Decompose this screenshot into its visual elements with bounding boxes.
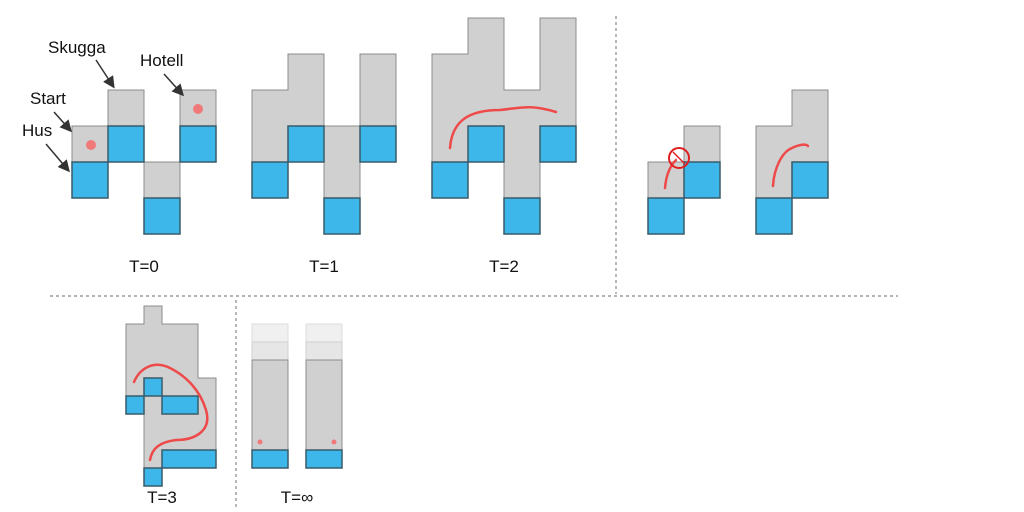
panel-t0: Skugga Hotell Start Hus T=0 (22, 38, 217, 276)
panel-t2: T=2 (431, 17, 577, 276)
shadow-block (107, 89, 145, 127)
hotel-marker (193, 104, 203, 114)
no-entry-icon (668, 147, 690, 169)
house-block (359, 125, 397, 163)
example-blocked (647, 125, 721, 235)
house-block (161, 395, 199, 415)
shadow-fade-block (305, 341, 343, 361)
panel-label-t0: T=0 (129, 257, 159, 276)
shadow-column (305, 359, 343, 451)
house-block (251, 449, 289, 469)
house-block (287, 125, 325, 163)
house-block (143, 377, 163, 397)
panel-label-t3: T=3 (147, 488, 177, 507)
house-block (539, 125, 577, 163)
callout-hus: Hus (22, 121, 52, 140)
house-block (161, 449, 217, 469)
walk-path (132, 363, 209, 462)
panel-label-tinf: T=∞ (281, 488, 313, 507)
house-block (305, 449, 343, 469)
house-block (107, 125, 145, 163)
house-block (431, 161, 469, 199)
walk-path (771, 143, 810, 188)
hotel-marker (331, 439, 337, 445)
house-block (143, 467, 163, 487)
panel-t3: T=3 (125, 305, 217, 507)
shadow-block (143, 161, 181, 199)
walk-path (448, 106, 558, 150)
example-allowed (755, 89, 829, 235)
panel-tinf: T=∞ (251, 323, 343, 507)
callout-arrow (95, 59, 115, 89)
house-block (125, 395, 145, 415)
house-block (143, 197, 181, 235)
callout-skugga: Skugga (48, 38, 106, 57)
house-block (755, 197, 793, 235)
shadow-fade-block (251, 341, 289, 361)
callout-arrow (53, 111, 72, 133)
panel-label-t2: T=2 (489, 257, 519, 276)
house-block (647, 197, 685, 235)
shadow-column (251, 359, 289, 451)
house-block (179, 125, 217, 163)
start-marker (86, 140, 96, 150)
house-block (251, 161, 289, 199)
house-block (791, 161, 829, 199)
shadow-region (125, 305, 217, 469)
start-marker (257, 439, 263, 445)
panel-t1: T=1 (251, 53, 397, 276)
house-block (71, 161, 109, 199)
callout-start: Start (30, 89, 66, 108)
shadow-fade-block (251, 323, 289, 343)
walk-path (663, 158, 678, 190)
house-block (467, 125, 505, 163)
house-block (683, 161, 721, 199)
callout-arrow (163, 73, 185, 97)
panel-label-t1: T=1 (309, 257, 339, 276)
house-block (503, 197, 541, 235)
house-block (323, 197, 361, 235)
shadow-fade-block (305, 323, 343, 343)
callout-arrow (45, 143, 70, 173)
callout-hotell: Hotell (140, 51, 183, 70)
